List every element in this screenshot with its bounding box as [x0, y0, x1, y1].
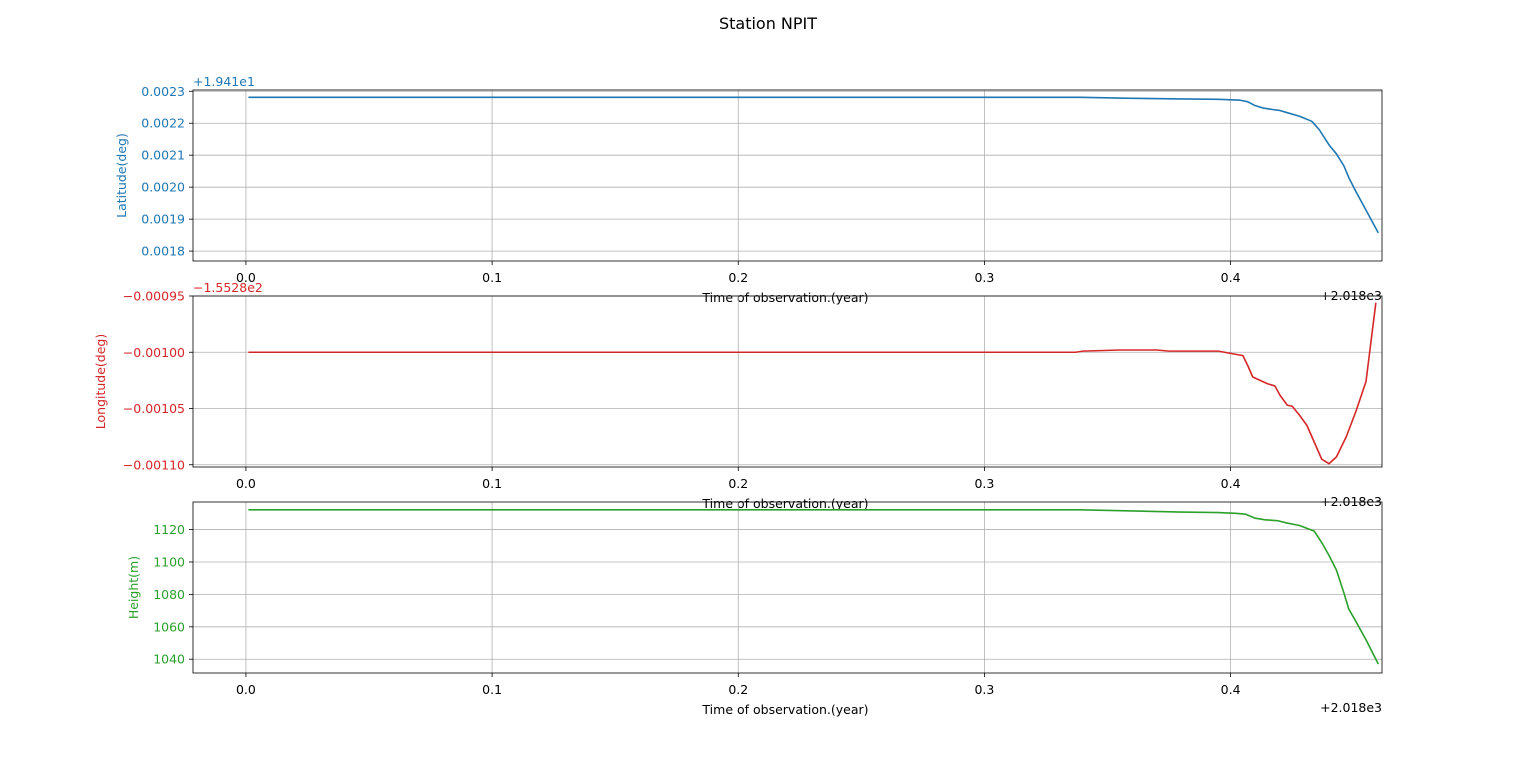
longitude-x-axis-label: Time of observation.(year) [701, 496, 868, 511]
longitude-xtick-label-0: 0.0 [236, 476, 256, 491]
panel-height: 0.0 0.1 0.2 0.3 0.4 1040 1060 1080 1100 1120 +2.01… [126, 501, 1383, 717]
height-xtick-label-2: 0.2 [728, 682, 748, 697]
longitude-xtick-label-2: 0.2 [728, 476, 748, 491]
longitude-y-axis-label: Longitude(deg) [93, 334, 108, 429]
latitude-ytick-label-1: 0.0019 [141, 212, 185, 227]
height-x-offset-label: +2.018e3 [1320, 700, 1382, 715]
height-xtick-label-3: 0.3 [974, 682, 994, 697]
panels: 0.0 0.1 0.2 0.3 0.4 0.0018 0.0019 0.0020 0.0021 0… [93, 74, 1383, 717]
latitude-xtick-label-4: 0.4 [1221, 270, 1241, 285]
longitude-axes-frame [192, 295, 1383, 468]
latitude-xtick-label-1: 0.1 [482, 270, 502, 285]
figure-title: Station NPIT [719, 14, 817, 33]
height-xtick-label-0: 0.0 [236, 682, 256, 697]
latitude-x-axis-label: Time of observation.(year) [701, 290, 868, 305]
height-ytick-label-1: 1060 [153, 619, 185, 634]
latitude-series-line [248, 96, 1380, 234]
longitude-ytick-label-3: −0.00110 [123, 457, 185, 472]
longitude-ytick-label-2: −0.00105 [123, 401, 185, 416]
latitude-y-axis-label: Latitude(deg) [114, 133, 129, 218]
longitude-xtick-label-1: 0.1 [482, 476, 502, 491]
panel-longitude: 0.0 0.1 0.2 0.3 0.4 −0.00095 −0.00100 −0.00105 −… [93, 280, 1383, 511]
height-ytick-label-0: 1040 [153, 652, 185, 667]
height-series-line [248, 508, 1380, 665]
latitude-ytick-label-2: 0.0020 [141, 180, 185, 195]
latitude-axes-frame [192, 89, 1383, 262]
longitude-xtick-label-4: 0.4 [1221, 476, 1241, 491]
longitude-series-line [248, 302, 1377, 465]
latitude-xtick-label-2: 0.2 [728, 270, 748, 285]
longitude-xtick-label-3: 0.3 [974, 476, 994, 491]
height-xtick-label-1: 0.1 [482, 682, 502, 697]
height-ytick-label-4: 1120 [153, 522, 185, 537]
latitude-y-offset-label: +1.941e1 [193, 74, 255, 89]
height-y-axis-label: Height(m) [126, 556, 141, 619]
longitude-ytick-label-1: −0.00100 [123, 345, 185, 360]
height-axes-frame [192, 501, 1383, 674]
height-ytick-label-3: 1100 [153, 554, 185, 569]
latitude-xtick-label-3: 0.3 [974, 270, 994, 285]
latitude-ytick-label-4: 0.0022 [141, 116, 185, 131]
latitude-xtick-label-0: 0.0 [236, 270, 256, 285]
longitude-ytick-label-0: −0.00095 [123, 289, 185, 304]
height-x-axis-label: Time of observation.(year) [701, 702, 868, 717]
panel-latitude: 0.0 0.1 0.2 0.3 0.4 0.0018 0.0019 0.0020 0.0021 0… [114, 74, 1383, 305]
longitude-y-offset-label: −1.5528e2 [193, 280, 263, 295]
longitude-x-offset-label: +2.018e3 [1320, 494, 1382, 509]
height-xtick-label-4: 0.4 [1221, 682, 1241, 697]
latitude-ytick-label-3: 0.0021 [141, 148, 185, 163]
latitude-x-offset-label: +2.018e3 [1320, 288, 1382, 303]
latitude-ytick-label-5: 0.0023 [141, 84, 185, 99]
latitude-ytick-label-0: 0.0018 [141, 244, 185, 259]
height-ytick-label-2: 1080 [153, 587, 185, 602]
